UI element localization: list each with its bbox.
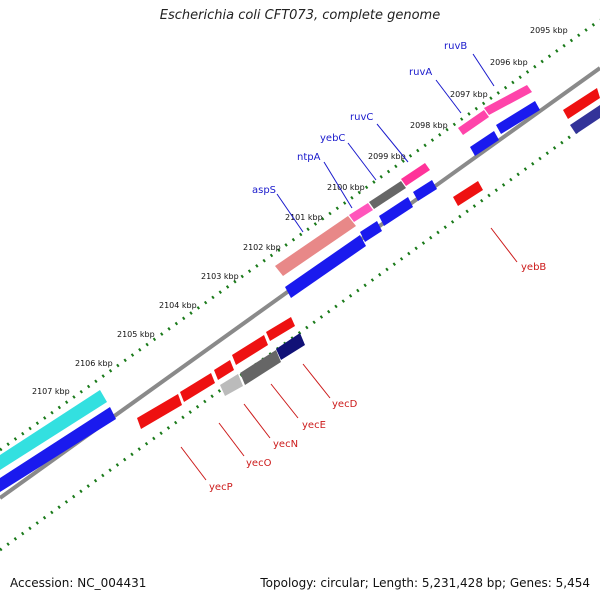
map-title: Escherichia coli CFT073, complete genome [159, 8, 441, 23]
gene-bar-yebB[interactable] [453, 181, 483, 206]
feature-blue-3[interactable] [413, 180, 437, 201]
gene-bar-yebC[interactable] [369, 181, 406, 209]
ruler-tick-labels: 2095 kbp 2096 kbp 2097 kbp 2098 kbp 2099… [32, 26, 568, 396]
outer-ruler [0, 18, 600, 452]
gene-bar-yecD[interactable] [276, 333, 305, 360]
tick-label-2101: 2101 kbp [285, 213, 323, 222]
gene-bar-red-d[interactable] [180, 373, 215, 402]
top-strand-features [0, 85, 532, 470]
gene-bar-ruvB[interactable] [484, 85, 532, 115]
gene-bar-cyan[interactable] [0, 390, 107, 470]
top-gene-labels: ruvB ruvA ruvC yebC ntpA aspS [252, 41, 495, 233]
bottom-gene-labels: yebB yecD yecE yecN yecO yecP [180, 227, 546, 493]
gene-bar-red-a[interactable] [266, 317, 295, 341]
tick-label-2099: 2099 kbp [368, 152, 406, 161]
gene-bar-yecE[interactable] [240, 350, 281, 385]
tick-label-2102: 2102 kbp [243, 243, 281, 252]
tick-label-2104: 2104 kbp [159, 301, 197, 310]
gene-label-ruvB: ruvB [444, 41, 467, 52]
tick-label-2098: 2098 kbp [410, 121, 448, 130]
tick-label-2106: 2106 kbp [75, 359, 113, 368]
gene-label-yebC: yebC [320, 133, 345, 144]
tick-label-2096: 2096 kbp [490, 58, 528, 67]
gene-bar-ruvA[interactable] [458, 110, 489, 135]
gene-label-yecP: yecP [209, 482, 233, 493]
gene-label-yecE: yecE [302, 420, 326, 431]
feature-blue-5[interactable] [360, 221, 382, 242]
gene-label-yecN: yecN [273, 439, 298, 450]
feature-blue-2[interactable] [470, 131, 499, 156]
gene-label-yebB: yebB [521, 262, 546, 273]
gene-label-yecD: yecD [332, 399, 358, 410]
feature-blue-6[interactable] [285, 235, 366, 298]
tick-label-2095: 2095 kbp [530, 26, 568, 35]
gene-bar-red-right[interactable] [563, 88, 600, 119]
genome-summary-text: Topology: circular; Length: 5,231,428 bp… [260, 576, 590, 590]
tick-label-2097: 2097 kbp [450, 90, 488, 99]
tick-label-2107: 2107 kbp [32, 387, 70, 396]
accession-text: Accession: NC_004431 [10, 576, 147, 590]
feature-blue-1[interactable] [496, 101, 540, 134]
gene-bar-red-b[interactable] [232, 335, 268, 365]
gene-label-ruvA: ruvA [409, 67, 432, 78]
feature-blue-7[interactable] [0, 407, 116, 492]
gene-label-aspS: aspS [252, 185, 276, 196]
gene-label-yecO: yecO [246, 458, 272, 469]
inner-ruler [0, 113, 600, 552]
tick-label-2103: 2103 kbp [201, 272, 239, 281]
gene-label-ruvC: ruvC [350, 112, 373, 123]
blue-strand-features [0, 101, 600, 492]
gene-bar-aspS[interactable] [275, 216, 356, 276]
gene-bar-red-c[interactable] [214, 360, 234, 380]
gene-bar-yecN[interactable] [220, 374, 243, 396]
feature-blue-4[interactable] [379, 197, 413, 226]
gene-bar-ruvC[interactable] [401, 163, 430, 186]
tick-label-2100: 2100 kbp [327, 183, 365, 192]
gene-label-ntpA: ntpA [297, 152, 321, 163]
tick-label-2105: 2105 kbp [117, 330, 155, 339]
gene-bar-ntpA[interactable] [349, 203, 373, 222]
gene-bar-red-e[interactable] [137, 394, 182, 429]
feature-navy-1[interactable] [570, 105, 600, 134]
bottom-strand-features [137, 88, 600, 429]
